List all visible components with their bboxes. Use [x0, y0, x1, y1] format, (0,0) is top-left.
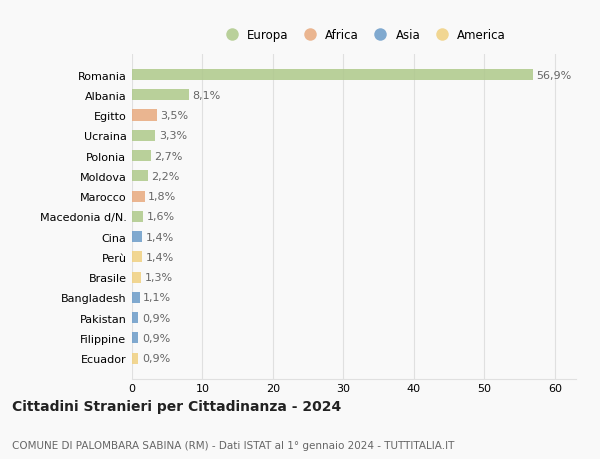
Bar	[132, 272, 141, 283]
Bar	[132, 191, 145, 202]
Text: 3,5%: 3,5%	[160, 111, 188, 121]
Text: 1,3%: 1,3%	[145, 273, 173, 283]
Bar	[132, 70, 533, 81]
Bar	[132, 130, 155, 141]
Text: COMUNE DI PALOMBARA SABINA (RM) - Dati ISTAT al 1° gennaio 2024 - TUTTITALIA.IT: COMUNE DI PALOMBARA SABINA (RM) - Dati I…	[12, 440, 454, 450]
Text: 8,1%: 8,1%	[193, 90, 221, 101]
Text: 1,4%: 1,4%	[145, 232, 173, 242]
Text: 1,6%: 1,6%	[147, 212, 175, 222]
Bar	[132, 231, 142, 243]
Bar	[132, 292, 140, 303]
Bar	[132, 313, 139, 324]
Bar	[132, 90, 189, 101]
Text: 3,3%: 3,3%	[159, 131, 187, 141]
Bar	[132, 171, 148, 182]
Legend: Europa, Africa, Asia, America: Europa, Africa, Asia, America	[220, 28, 506, 42]
Bar	[132, 353, 139, 364]
Text: 1,8%: 1,8%	[148, 192, 176, 202]
Text: Cittadini Stranieri per Cittadinanza - 2024: Cittadini Stranieri per Cittadinanza - 2…	[12, 399, 341, 413]
Text: 0,9%: 0,9%	[142, 333, 170, 343]
Bar	[132, 110, 157, 121]
Text: 1,4%: 1,4%	[145, 252, 173, 262]
Bar	[132, 151, 151, 162]
Text: 56,9%: 56,9%	[536, 70, 572, 80]
Text: 2,7%: 2,7%	[155, 151, 183, 161]
Text: 0,9%: 0,9%	[142, 313, 170, 323]
Text: 0,9%: 0,9%	[142, 353, 170, 364]
Bar	[132, 211, 143, 223]
Bar	[132, 252, 142, 263]
Text: 2,2%: 2,2%	[151, 172, 179, 181]
Text: 1,1%: 1,1%	[143, 293, 172, 303]
Bar	[132, 333, 139, 344]
